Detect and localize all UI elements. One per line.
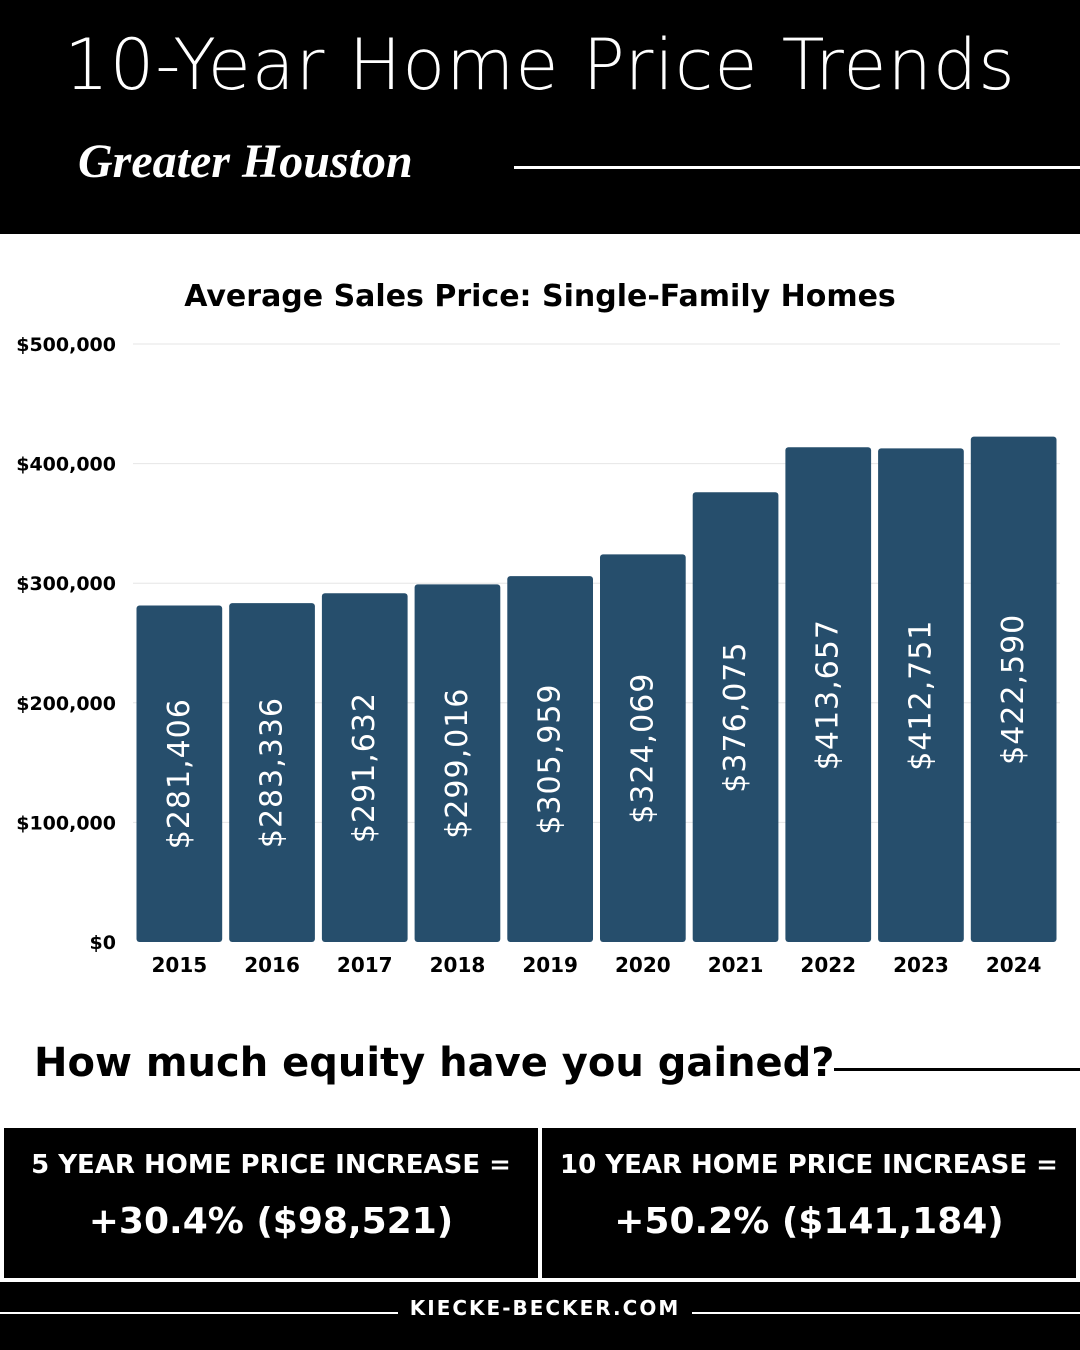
bar-value-label: $422,590 [996,614,1031,765]
bar-value-label: $283,336 [255,697,290,848]
footer-website-link[interactable]: KIECKE-BECKER.COM [409,1296,681,1320]
bar-value-label: $412,751 [903,620,938,771]
x-tick-label: 2016 [244,953,300,977]
y-tick-label: $500,000 [16,334,116,356]
equity-rule [834,1068,1080,1071]
five-year-value: +30.4% ($98,521) [88,1201,454,1242]
footer-bar: KIECKE-BECKER.COM [0,1282,1080,1350]
x-tick-label: 2017 [337,953,393,977]
bar-chart-svg: Average Sales Price: Single-Family Homes… [16,279,1060,977]
bar-value-label: $291,632 [347,692,382,843]
subtitle-rule [514,166,1080,169]
y-tick-label: $400,000 [16,454,116,476]
bar-2020 [600,554,686,942]
bar-value-label: $281,406 [162,698,197,849]
five-year-stat-box: 5 YEAR HOME PRICE INCREASE = +30.4% ($98… [4,1128,538,1278]
x-tick-label: 2023 [893,953,949,977]
bar-value-label: $324,069 [625,673,660,824]
x-tick-label: 2022 [800,953,856,977]
x-tick-label: 2020 [615,953,671,977]
bar-value-label: $413,657 [811,619,846,770]
bar-2015 [136,605,223,942]
y-tick-label: $300,000 [16,573,116,595]
bar-2018 [414,584,501,942]
y-tick-label: $200,000 [16,693,116,715]
y-tick-label: $100,000 [16,812,116,834]
bar-2019 [507,576,593,942]
bar-value-label: $299,016 [440,688,475,839]
x-tick-label: 2019 [522,953,578,977]
bar-2021 [692,492,779,942]
bar-value-label: $376,075 [718,642,753,793]
y-axis-ticks: $0 $100,000 $200,000 $300,000 $400,000 $500,0… [16,334,116,954]
ten-year-label: 10 YEAR HOME PRICE INCREASE = [560,1150,1058,1180]
y-tick-label: $0 [90,932,116,954]
bar-value-labels: $281,406 $283,336 $291,632 $299,016 $305,959… [162,614,1031,850]
footer-rule-right [692,1312,1080,1314]
bar-2016 [229,603,315,942]
header-banner: 10-Year Home Price Trends Greater Housto… [0,0,1080,234]
bar-2024 [970,436,1057,942]
footer-rule-left [0,1312,398,1314]
x-axis-ticks: 2015 2016 2017 2018 2019 2020 2021 2022 2023 2024 [152,953,1042,977]
bar-2023 [878,448,964,942]
bar-2017 [321,593,408,942]
bar-2022 [785,447,872,942]
page-subtitle: Greater Houston [78,135,413,188]
chart-title: Average Sales Price: Single-Family Homes [184,279,896,314]
ten-year-value: +50.2% ($141,184) [614,1201,1004,1242]
page-title: 10-Year Home Price Trends [64,24,1016,106]
equity-heading: How much equity have you gained? [34,1040,835,1086]
x-tick-label: 2018 [430,953,486,977]
bars [136,436,1057,942]
price-chart: Average Sales Price: Single-Family Homes… [0,262,1080,992]
ten-year-stat-box: 10 YEAR HOME PRICE INCREASE = +50.2% ($1… [542,1128,1076,1278]
bar-value-label: $305,959 [533,683,568,834]
x-tick-label: 2015 [152,953,208,977]
x-tick-label: 2024 [986,953,1042,977]
five-year-label: 5 YEAR HOME PRICE INCREASE = [31,1150,511,1180]
x-tick-label: 2021 [708,953,764,977]
